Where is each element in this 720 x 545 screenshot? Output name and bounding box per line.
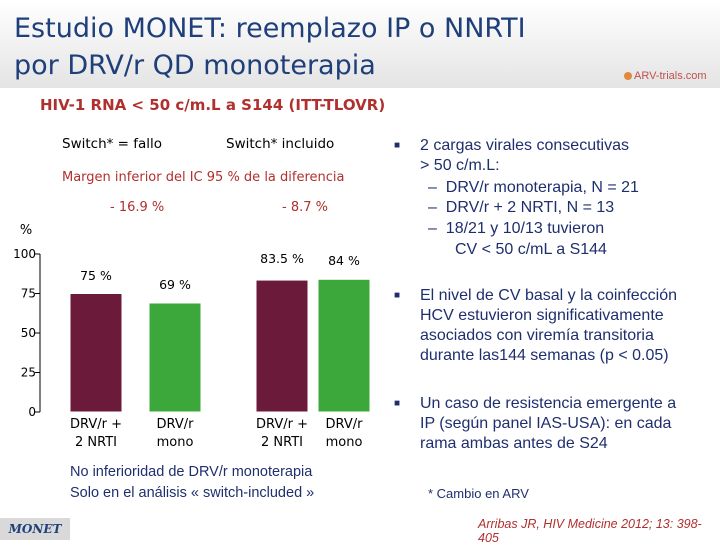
difference-fallo: - 16.9 % bbox=[110, 200, 165, 215]
bar-3 bbox=[255, 279, 309, 413]
category-label: 2 NRTI bbox=[75, 435, 117, 450]
y-tick-label: 0 bbox=[28, 405, 36, 419]
title-line-2: por DRV/r QD monoterapia bbox=[14, 50, 376, 81]
logo-text: ARV-trials.com bbox=[634, 70, 707, 82]
y-tick-label: 50 bbox=[21, 326, 36, 340]
arv-trials-logo: ARV-trials.com bbox=[624, 70, 707, 82]
group-label-fallo: Switch* = fallo bbox=[62, 136, 163, 152]
bullet-square-icon: ■ bbox=[394, 290, 401, 301]
bullet-2-line-1: El nivel de CV basal y la coinfección bbox=[420, 287, 678, 304]
category-label: mono bbox=[157, 435, 194, 450]
bar-2 bbox=[148, 302, 202, 413]
bar-value-label: 83.5 % bbox=[260, 251, 304, 266]
category-label: DRV/r + bbox=[256, 417, 308, 432]
bullet-square-icon: ■ bbox=[394, 398, 401, 409]
category-label: DRV/r bbox=[157, 417, 195, 432]
sub-bullet-2: – DRV/r + 2 NRTI, N = 13 bbox=[428, 198, 614, 218]
difference-incluido: - 8.7 % bbox=[282, 200, 328, 215]
footnote-line-1: No inferioridad de DRV/r monoterapia bbox=[70, 464, 313, 480]
bullet-3-line-1: Un caso de resistencia emergente a bbox=[420, 395, 677, 412]
bullet-3-line-2: IP (según panel IAS-USA): en cada bbox=[420, 415, 672, 432]
sub-bullet-1: – DRV/r monoterapia, N = 21 bbox=[428, 178, 639, 198]
bar-value-label: 69 % bbox=[159, 277, 191, 292]
footnote-line-2: Solo en el análisis « switch-included » bbox=[70, 485, 315, 501]
monet-tag: MONET bbox=[0, 518, 70, 540]
bar-1 bbox=[69, 293, 123, 413]
category-label: DRV/r bbox=[326, 417, 364, 432]
logo-dot-icon bbox=[624, 72, 632, 81]
chart-title: HIV-1 RNA < 50 c/m.L a S144 (ITT-TLOVR) bbox=[40, 96, 386, 114]
y-tick-label: 75 bbox=[21, 287, 36, 301]
bar-4 bbox=[317, 278, 371, 413]
dash-icon: – bbox=[428, 179, 437, 196]
bar-value-label: 75 % bbox=[80, 268, 112, 283]
bullet-1: ■ 2 cargas virales consecutivas > 50 c/m… bbox=[394, 136, 629, 176]
cambio-note: * Cambio en ARV bbox=[428, 486, 529, 501]
slide-title: Estudio MONET: reemplazo IP o NNRTI por … bbox=[14, 10, 526, 84]
y-axis-label: % bbox=[20, 223, 32, 238]
dash-icon: – bbox=[428, 199, 437, 216]
sub-bullet-3-line-2: CV < 50 c/mL a S144 bbox=[455, 241, 607, 258]
bullet-square-icon: ■ bbox=[394, 140, 401, 151]
y-tick-label: 100 bbox=[13, 247, 36, 261]
bullet-2-line-3: asociados con viremía transitoria bbox=[420, 327, 654, 344]
bullet-3-line-3: rama ambas antes de S24 bbox=[420, 435, 608, 452]
category-label: 2 NRTI bbox=[261, 435, 303, 450]
margin-label: Margen inferior del IC 95 % de la difere… bbox=[62, 170, 345, 185]
dash-icon: – bbox=[428, 220, 437, 237]
bullet-3: ■ Un caso de resistencia emergente a IP … bbox=[394, 394, 677, 454]
sub-bullet-1-text: DRV/r monoterapia, N = 21 bbox=[445, 179, 639, 196]
sub-bullet-3-text: 18/21 y 10/13 tuvieron bbox=[445, 220, 605, 237]
bullet-1-line-1: 2 cargas virales consecutivas bbox=[420, 137, 629, 154]
category-label: DRV/r + bbox=[70, 417, 122, 432]
category-label: mono bbox=[326, 435, 363, 450]
bullet-2: ■ El nivel de CV basal y la coinfección … bbox=[394, 286, 678, 366]
sub-bullet-2-text: DRV/r + 2 NRTI, N = 13 bbox=[445, 199, 615, 216]
bar-value-label: 84 % bbox=[328, 253, 360, 268]
y-tick-label: 25 bbox=[21, 366, 36, 380]
group-label-incluido: Switch* incluido bbox=[226, 136, 335, 152]
bullet-2-line-4: durante las144 semanas (p < 0.05) bbox=[420, 347, 669, 364]
reference: Arribas JR, HIV Medicine 2012; 13: 398-4… bbox=[478, 517, 702, 545]
title-line-1: Estudio MONET: reemplazo IP o NNRTI bbox=[14, 13, 526, 44]
bullet-1-line-2: > 50 c/m.L: bbox=[420, 157, 500, 174]
sub-bullet-3: – 18/21 y 10/13 tuvieron bbox=[428, 219, 604, 239]
header-band bbox=[0, 0, 720, 88]
bullet-2-line-2: HCV estuvieron significativamente bbox=[420, 307, 664, 324]
